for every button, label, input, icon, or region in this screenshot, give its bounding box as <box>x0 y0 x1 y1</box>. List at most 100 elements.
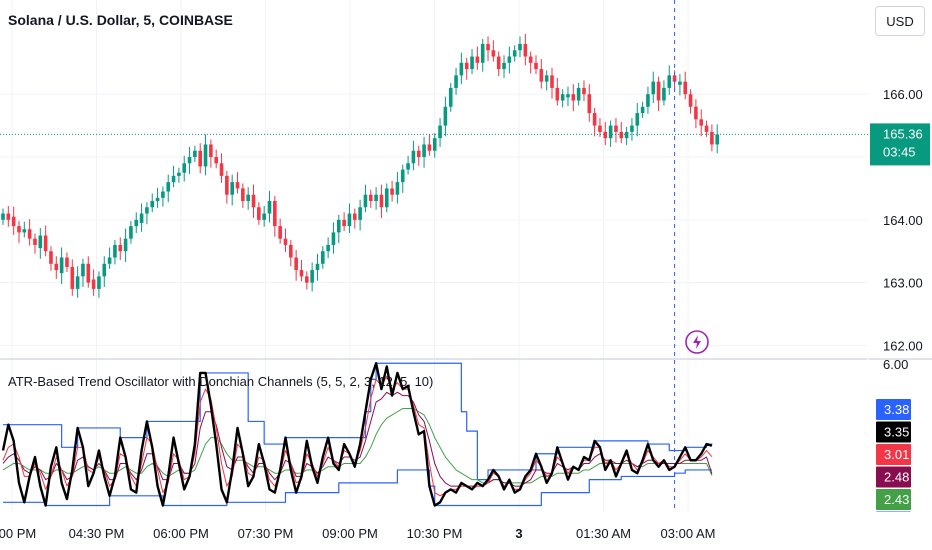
price-axis-label: 162.00 <box>883 338 923 353</box>
candle-body <box>560 94 565 101</box>
candle-body <box>528 56 533 63</box>
candle-body <box>395 182 400 195</box>
candle-body <box>592 113 597 126</box>
candle-body <box>17 226 21 233</box>
candle-body <box>251 194 256 208</box>
candle-body <box>406 163 410 170</box>
price-axis-label: 164.00 <box>883 213 923 228</box>
candle-body <box>475 56 480 63</box>
oscillator-value-label: 3.01 <box>884 447 909 462</box>
candle-body <box>587 94 592 114</box>
symbol-title: Solana / U.S. Dollar, 5, COINBASE <box>8 12 233 28</box>
candle-body <box>507 56 512 63</box>
candle-body <box>139 213 144 223</box>
candle-body <box>203 144 208 167</box>
candle-body <box>603 131 608 139</box>
candle-body <box>651 81 656 95</box>
time-axis-label: 03:00 AM <box>661 526 716 541</box>
candle-body <box>43 235 48 252</box>
candle-body <box>619 131 624 139</box>
candle-body <box>315 263 320 271</box>
candle-body <box>379 194 384 208</box>
candle-body <box>614 125 618 132</box>
oscillator-value-label: 2.48 <box>884 470 909 485</box>
candle-body <box>710 131 714 145</box>
currency-button[interactable]: USD <box>875 6 925 36</box>
candle-body <box>422 144 426 158</box>
candle-body <box>400 169 405 183</box>
time-axis-label: 3 <box>515 526 522 541</box>
candle-body <box>432 138 437 151</box>
candle-body <box>358 207 362 220</box>
oscillator-value-badge <box>876 444 911 465</box>
oscillator-value-label: 3.38 <box>884 402 909 417</box>
candle-body <box>262 213 266 220</box>
candle-body <box>171 175 176 183</box>
candle-body <box>27 229 32 239</box>
candle-body <box>118 244 123 252</box>
candle-body <box>416 150 421 158</box>
candle-body <box>49 251 53 264</box>
oscillator-title: ATR-Based Trend Oscillator with Donchian… <box>8 374 433 389</box>
candle-body <box>182 163 187 173</box>
candle-body <box>699 119 704 126</box>
candle-body <box>145 207 149 214</box>
oscillator-value-badge <box>876 489 911 510</box>
price-axis-label: 163.00 <box>883 276 923 291</box>
candle-body <box>155 197 160 201</box>
candle-body <box>571 94 576 101</box>
candle-body <box>704 125 709 132</box>
oscillator-value-badge <box>876 399 911 420</box>
time-axis-label: 3:00 PM <box>0 526 36 541</box>
candle-body <box>454 75 458 88</box>
candle-body <box>678 81 682 85</box>
candle-body <box>129 226 133 239</box>
oscillator-value-label: 3.35 <box>884 425 909 440</box>
candle-body <box>667 75 672 88</box>
candle-body <box>427 144 432 151</box>
candle-body <box>480 43 485 63</box>
candle-body <box>299 270 304 277</box>
candle-body <box>1 213 5 220</box>
candle-body <box>374 194 378 201</box>
candle-body <box>11 216 16 227</box>
candle-body <box>624 131 629 139</box>
candle-body <box>235 182 240 189</box>
candle-body <box>534 62 538 70</box>
candle-body <box>305 276 309 283</box>
candle-body <box>273 200 277 227</box>
candle-body <box>688 94 693 107</box>
candle-body <box>496 56 501 70</box>
candle-body <box>518 43 522 51</box>
candle-body <box>694 106 698 120</box>
candle-body <box>59 257 64 274</box>
lightning-bolt <box>693 335 701 349</box>
candle-body <box>321 251 325 264</box>
candle-body <box>464 62 469 70</box>
candle-body <box>656 81 661 101</box>
candle-body <box>230 182 234 195</box>
candle-body <box>107 257 112 264</box>
last-price-badge <box>870 123 930 166</box>
candle-body <box>550 75 554 88</box>
candle-body <box>582 87 586 95</box>
candle-body <box>390 188 394 195</box>
candle-body <box>683 81 688 95</box>
candle-body <box>347 213 352 227</box>
candle-body <box>384 188 389 208</box>
candle-body <box>566 94 570 98</box>
candle-body <box>294 257 298 271</box>
last-price-label: 165.36 <box>883 126 923 141</box>
candle-body <box>310 270 314 283</box>
candle-body <box>368 194 373 201</box>
candle-body <box>336 219 341 233</box>
time-axis-label: 07:30 PM <box>238 526 294 541</box>
candle-body <box>448 87 453 107</box>
candle-body <box>38 235 43 249</box>
candle-body <box>491 50 496 57</box>
time-axis-label: 10:30 PM <box>407 526 463 541</box>
oscillator-series-slow <box>2 408 713 484</box>
candle-body <box>438 125 442 139</box>
candle-body <box>278 226 282 239</box>
